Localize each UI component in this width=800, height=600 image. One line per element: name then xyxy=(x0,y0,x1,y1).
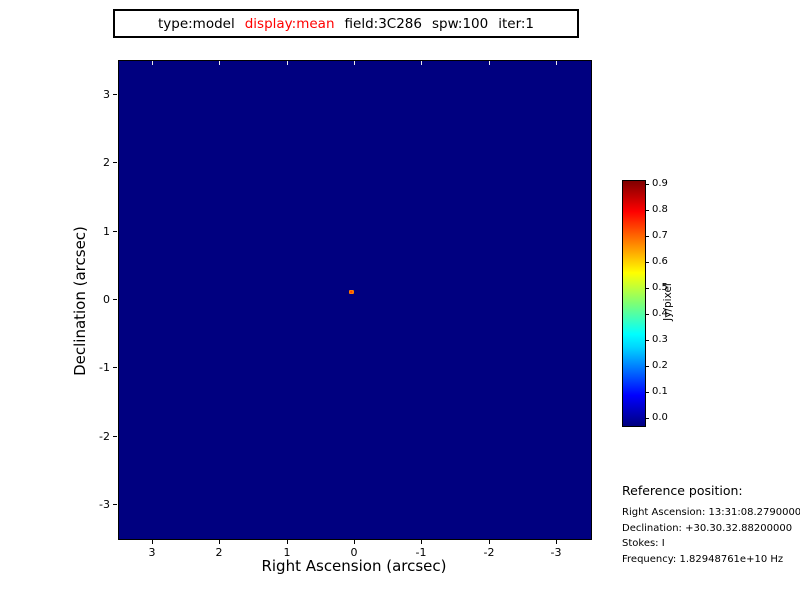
x-tick xyxy=(152,540,153,544)
reference-heading: Reference position: xyxy=(622,483,743,498)
colorbar-tick xyxy=(646,262,649,263)
y-tick xyxy=(113,504,117,505)
colorbar-tick-label: 0.4 xyxy=(652,308,668,319)
x-tick-label: 3 xyxy=(148,546,156,559)
reference-declination: Declination: +30.30.32.88200000 xyxy=(622,522,793,534)
y-tick xyxy=(113,231,117,232)
x-tick-label: -3 xyxy=(550,546,562,559)
colorbar-tick-label: 0.1 xyxy=(652,386,668,397)
colorbar-tick-label: 0.5 xyxy=(652,282,668,293)
x-axis-label: Right Ascension (arcsec) xyxy=(261,557,447,575)
colorbar-tick-label: 0.8 xyxy=(652,204,668,215)
title-part-type: type:model xyxy=(157,15,235,32)
x-tick xyxy=(287,540,288,544)
colorbar-tick-label: 0.0 xyxy=(652,412,668,423)
y-tick-label: 3 xyxy=(103,88,110,101)
top-tick xyxy=(556,61,557,65)
colorbar-tick xyxy=(646,340,649,341)
colorbar-tick xyxy=(646,314,649,315)
reference-stokes: Stokes: I xyxy=(622,538,665,549)
title-part-iter: iter:1 xyxy=(498,15,535,32)
x-tick-label: 0 xyxy=(350,546,358,559)
colorbar-tick xyxy=(646,236,649,237)
reference-right-ascension: Right Ascension: 13:31:08.27900000 xyxy=(622,507,800,518)
y-tick-label: -1 xyxy=(99,361,110,374)
title-part-field: field:3C286 xyxy=(344,15,422,32)
colorbar-tick xyxy=(646,366,649,367)
y-tick-label: 1 xyxy=(103,225,110,238)
y-tick xyxy=(113,367,117,368)
colorbar-tick-label: 0.9 xyxy=(652,178,668,189)
colorbar-tick xyxy=(646,418,649,419)
colorbar-tick-label: 0.2 xyxy=(652,360,668,371)
reference-frequency: Frequency: 1.82948761e+10 Hz xyxy=(622,553,784,565)
raster-image xyxy=(118,60,592,540)
top-tick xyxy=(219,61,220,65)
colorbar xyxy=(622,180,646,427)
y-tick-label: -2 xyxy=(99,430,110,443)
y-tick xyxy=(113,299,117,300)
x-tick xyxy=(219,540,220,544)
top-tick xyxy=(354,61,355,65)
y-tick-label: -3 xyxy=(99,498,110,511)
plot-title-box: type:model display:mean field:3C286 spw:… xyxy=(113,9,579,38)
colorbar-tick xyxy=(646,288,649,289)
x-tick xyxy=(421,540,422,544)
colorbar-tick xyxy=(646,210,649,211)
x-tick xyxy=(354,540,355,544)
colorbar-tick xyxy=(646,184,649,185)
x-tick xyxy=(556,540,557,544)
x-tick-label: -2 xyxy=(483,546,495,559)
colorbar-tick xyxy=(646,392,649,393)
x-tick-label: 1 xyxy=(283,546,291,559)
top-tick xyxy=(287,61,288,65)
x-tick-label: -1 xyxy=(415,546,427,559)
top-tick xyxy=(489,61,490,65)
y-tick xyxy=(113,94,117,95)
colorbar-tick-label: 0.3 xyxy=(652,334,668,345)
reference-position-block: Reference position: Right Ascension: 13:… xyxy=(622,483,800,567)
x-tick-label: 2 xyxy=(215,546,223,559)
y-tick-label: 2 xyxy=(103,156,110,169)
top-tick xyxy=(152,61,153,65)
colorbar-tick-label: 0.6 xyxy=(652,256,668,267)
y-tick-label: 0 xyxy=(103,293,110,306)
point-source-marker xyxy=(349,290,354,294)
title-part-spw: spw:100 xyxy=(431,15,489,32)
title-part-display: display:mean xyxy=(244,15,335,32)
top-tick xyxy=(421,61,422,65)
x-tick xyxy=(489,540,490,544)
y-tick xyxy=(113,436,117,437)
y-axis-label: Declination (arcsec) xyxy=(71,226,89,376)
colorbar-tick-label: 0.7 xyxy=(652,230,668,241)
y-tick xyxy=(113,162,117,163)
colorbar-unit-label: Jy/pixel xyxy=(662,283,674,321)
